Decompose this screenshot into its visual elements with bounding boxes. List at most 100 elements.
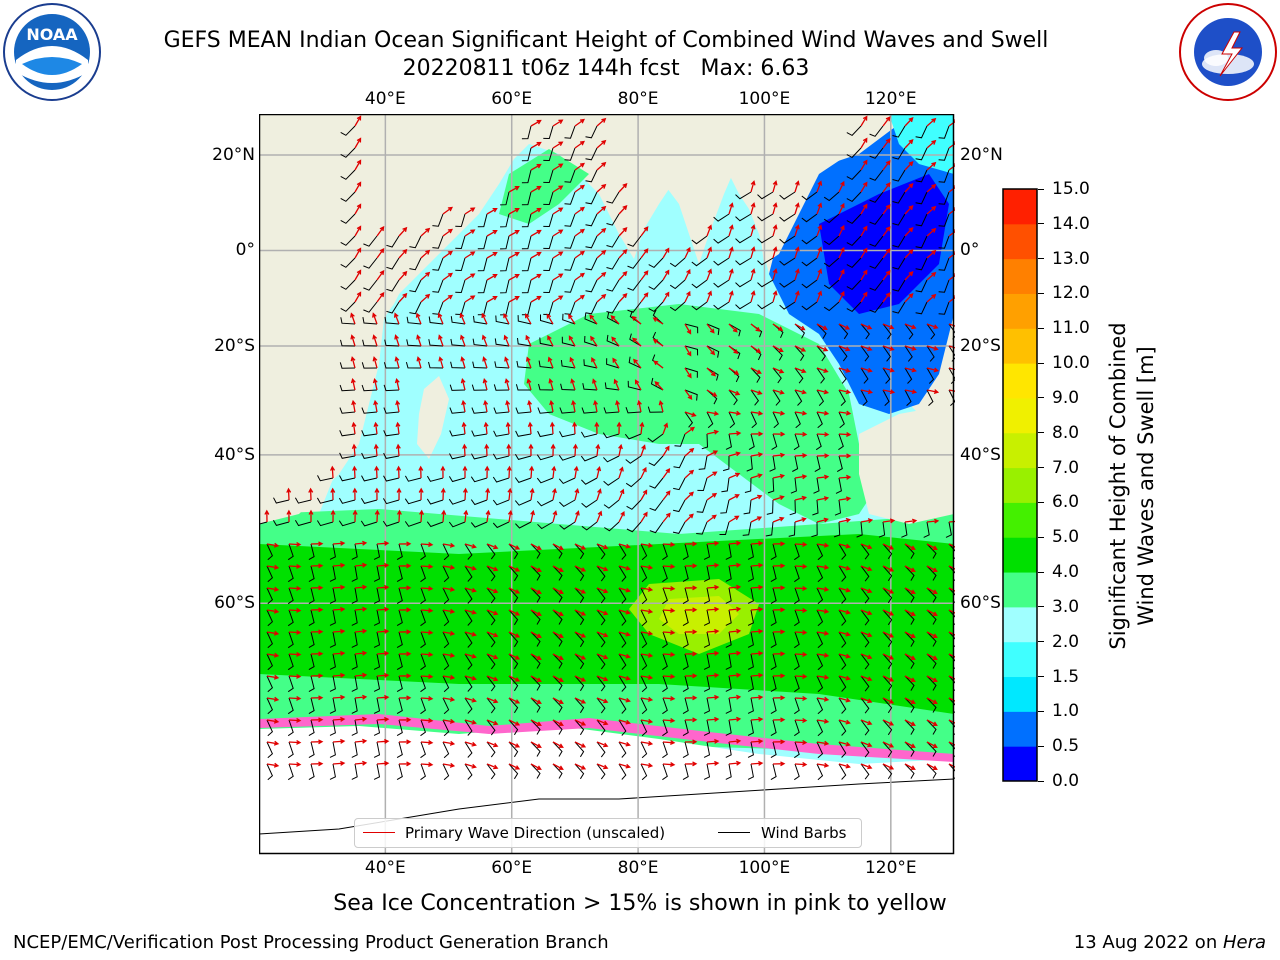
wind-barb: [770, 543, 777, 561]
wind-barb: [882, 587, 893, 604]
wave-direction-arrow: [926, 697, 938, 704]
wind-barb: [747, 631, 754, 648]
wind-barb: [904, 587, 915, 603]
wind-barb: [543, 191, 554, 206]
wave-direction-arrow: [552, 587, 564, 594]
wave-direction-arrow: [684, 585, 698, 591]
colorbar-title: Significant Height of Combined Wind Wave…: [1104, 286, 1160, 686]
wave-direction-arrow: [593, 399, 599, 413]
wave-direction-arrow: [571, 399, 577, 413]
wave-direction-arrow: [750, 760, 764, 766]
wave-direction-arrow: [838, 202, 845, 215]
wind-barb: [669, 301, 686, 312]
colorbar-tick-mark: [1038, 676, 1044, 678]
wind-barb: [757, 213, 774, 222]
wind-barb: [794, 763, 800, 781]
wave-direction-arrow: [568, 313, 576, 325]
wave-direction-arrow: [838, 697, 851, 703]
wave-direction-arrow: [926, 609, 938, 616]
wind-barb: [640, 543, 648, 561]
wind-barb: [308, 587, 315, 605]
wind-barb: [564, 169, 576, 183]
wave-direction-arrow: [794, 410, 808, 416]
wind-barb: [725, 675, 732, 692]
wave-direction-arrow: [706, 492, 718, 501]
wave-direction-arrow: [794, 607, 808, 613]
lon-tick-label: 120°E: [864, 89, 917, 109]
wind-barb: [779, 279, 796, 288]
wind-barb: [521, 301, 532, 316]
wind-barb: [672, 521, 686, 534]
wave-direction-arrow: [354, 672, 368, 678]
wind-barb: [580, 431, 598, 438]
wind-barb: [558, 477, 576, 485]
wind-barb: [602, 432, 620, 439]
wind-barb: [396, 697, 403, 715]
wind-barb: [340, 235, 356, 246]
wave-direction-arrow: [266, 542, 280, 548]
wave-direction-arrow: [596, 161, 607, 171]
wind-barb: [794, 741, 800, 759]
wave-direction-arrow: [882, 518, 896, 524]
wind-barb: [901, 521, 908, 538]
wind-barb: [846, 213, 862, 225]
wind-barb: [648, 301, 664, 313]
wave-direction-arrow: [376, 694, 390, 700]
wind-barb: [703, 565, 711, 582]
wind-barb: [606, 235, 620, 248]
wave-direction-arrow: [573, 465, 579, 479]
wave-direction-arrow: [816, 367, 829, 373]
wave-direction-arrow: [441, 509, 447, 523]
wind-barb: [558, 455, 576, 461]
wind-barb: [728, 323, 741, 337]
wave-direction-arrow: [398, 607, 412, 613]
wave-direction-arrow: [860, 247, 868, 259]
wind-barb: [428, 339, 444, 347]
wave-direction-arrow: [354, 203, 362, 215]
wave-direction-arrow: [398, 673, 412, 679]
wave-direction-arrow: [640, 652, 654, 658]
wind-barb: [691, 279, 708, 289]
wind-barb: [662, 543, 668, 561]
wind-barb: [432, 235, 444, 249]
wave-direction-arrow: [552, 543, 564, 550]
wave-direction-arrow: [860, 697, 873, 704]
wind-barb: [625, 477, 642, 488]
wind-barb: [564, 125, 576, 139]
wave-direction-arrow: [926, 675, 938, 682]
wind-barb: [728, 389, 738, 406]
wave-direction-arrow: [860, 137, 868, 149]
wave-direction-arrow: [354, 137, 362, 149]
wave-direction-arrow: [860, 181, 868, 193]
wave-direction-arrow: [332, 738, 346, 744]
wave-direction-arrow: [860, 675, 873, 682]
wind-barb: [629, 333, 642, 347]
wave-direction-arrow: [684, 367, 692, 379]
wind-barb: [530, 741, 541, 757]
wave-direction-arrow: [574, 510, 580, 523]
wave-direction-arrow: [794, 367, 807, 374]
wave-direction-arrow: [438, 356, 444, 369]
wind-barb: [722, 455, 730, 472]
wave-direction-arrow: [330, 509, 336, 523]
wave-direction-arrow: [684, 739, 698, 745]
wind-barb: [860, 675, 870, 692]
wave-direction-arrow: [860, 291, 868, 303]
lat-tick-label: 20°S: [960, 335, 1001, 356]
colorbar-tick-mark: [1038, 606, 1044, 608]
wind-barb: [508, 631, 519, 648]
wind-barb: [552, 543, 563, 559]
wave-direction-arrow: [569, 356, 576, 369]
wind-barb: [691, 235, 708, 245]
wave-direction-arrow: [398, 695, 412, 701]
wave-direction-arrow: [420, 249, 431, 259]
wave-direction-arrow: [508, 697, 521, 704]
wave-direction-arrow: [794, 651, 808, 657]
wave-direction-arrow: [618, 631, 631, 637]
wind-barb: [317, 475, 334, 482]
colorbar-frame: [1002, 188, 1038, 782]
colorbar-segment: [1003, 328, 1037, 364]
wind-barb: [329, 587, 336, 604]
wind-barb: [904, 631, 915, 647]
wind-barb: [455, 257, 466, 272]
